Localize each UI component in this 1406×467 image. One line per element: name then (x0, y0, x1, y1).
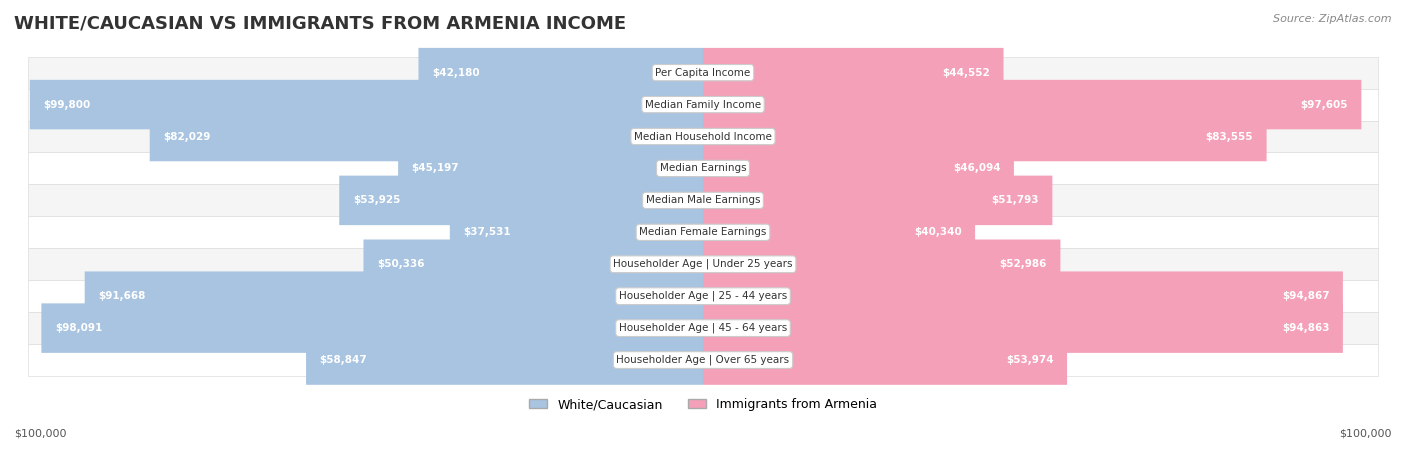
Text: $53,974: $53,974 (1005, 355, 1053, 365)
Text: Median Earnings: Median Earnings (659, 163, 747, 173)
FancyBboxPatch shape (28, 248, 1378, 280)
Text: $100,000: $100,000 (14, 429, 66, 439)
FancyBboxPatch shape (84, 271, 703, 321)
Text: Householder Age | 25 - 44 years: Householder Age | 25 - 44 years (619, 291, 787, 301)
Text: $52,986: $52,986 (1000, 259, 1047, 269)
FancyBboxPatch shape (703, 144, 1014, 193)
Text: $94,867: $94,867 (1282, 291, 1330, 301)
Text: $50,336: $50,336 (377, 259, 425, 269)
Text: $58,847: $58,847 (319, 355, 367, 365)
Text: Householder Age | 45 - 64 years: Householder Age | 45 - 64 years (619, 323, 787, 333)
FancyBboxPatch shape (703, 335, 1067, 385)
FancyBboxPatch shape (450, 207, 703, 257)
FancyBboxPatch shape (28, 280, 1378, 312)
Text: $82,029: $82,029 (163, 132, 211, 142)
FancyBboxPatch shape (703, 304, 1343, 353)
FancyBboxPatch shape (703, 112, 1267, 161)
Text: Median Male Earnings: Median Male Earnings (645, 195, 761, 205)
Text: WHITE/CAUCASIAN VS IMMIGRANTS FROM ARMENIA INCOME: WHITE/CAUCASIAN VS IMMIGRANTS FROM ARMEN… (14, 14, 626, 32)
FancyBboxPatch shape (703, 176, 1052, 225)
FancyBboxPatch shape (28, 216, 1378, 248)
FancyBboxPatch shape (703, 80, 1361, 129)
FancyBboxPatch shape (398, 144, 703, 193)
FancyBboxPatch shape (703, 240, 1060, 289)
FancyBboxPatch shape (28, 184, 1378, 216)
Text: $53,925: $53,925 (353, 195, 401, 205)
FancyBboxPatch shape (28, 344, 1378, 376)
FancyBboxPatch shape (28, 153, 1378, 184)
Text: $40,340: $40,340 (914, 227, 962, 237)
FancyBboxPatch shape (703, 271, 1343, 321)
FancyBboxPatch shape (339, 176, 703, 225)
Text: Median Female Earnings: Median Female Earnings (640, 227, 766, 237)
FancyBboxPatch shape (28, 89, 1378, 120)
FancyBboxPatch shape (419, 48, 703, 98)
FancyBboxPatch shape (28, 312, 1378, 344)
FancyBboxPatch shape (703, 48, 1004, 98)
Text: $97,605: $97,605 (1301, 99, 1348, 110)
Text: $99,800: $99,800 (44, 99, 90, 110)
Text: $44,552: $44,552 (942, 68, 990, 78)
FancyBboxPatch shape (28, 120, 1378, 153)
Text: $45,197: $45,197 (412, 163, 460, 173)
FancyBboxPatch shape (703, 207, 976, 257)
FancyBboxPatch shape (41, 304, 703, 353)
Text: Householder Age | Over 65 years: Householder Age | Over 65 years (616, 355, 790, 365)
FancyBboxPatch shape (149, 112, 703, 161)
Text: $91,668: $91,668 (98, 291, 146, 301)
Text: $100,000: $100,000 (1340, 429, 1392, 439)
Text: Per Capita Income: Per Capita Income (655, 68, 751, 78)
Text: $94,863: $94,863 (1282, 323, 1329, 333)
Text: Median Family Income: Median Family Income (645, 99, 761, 110)
Text: $46,094: $46,094 (953, 163, 1001, 173)
FancyBboxPatch shape (28, 57, 1378, 89)
Text: $51,793: $51,793 (991, 195, 1039, 205)
Text: Median Household Income: Median Household Income (634, 132, 772, 142)
FancyBboxPatch shape (364, 240, 703, 289)
Text: $98,091: $98,091 (55, 323, 103, 333)
FancyBboxPatch shape (307, 335, 703, 385)
Text: $37,531: $37,531 (464, 227, 510, 237)
Text: $83,555: $83,555 (1205, 132, 1253, 142)
Text: $42,180: $42,180 (432, 68, 479, 78)
FancyBboxPatch shape (30, 80, 703, 129)
Text: Householder Age | Under 25 years: Householder Age | Under 25 years (613, 259, 793, 269)
Legend: White/Caucasian, Immigrants from Armenia: White/Caucasian, Immigrants from Armenia (523, 393, 883, 416)
Text: Source: ZipAtlas.com: Source: ZipAtlas.com (1274, 14, 1392, 24)
